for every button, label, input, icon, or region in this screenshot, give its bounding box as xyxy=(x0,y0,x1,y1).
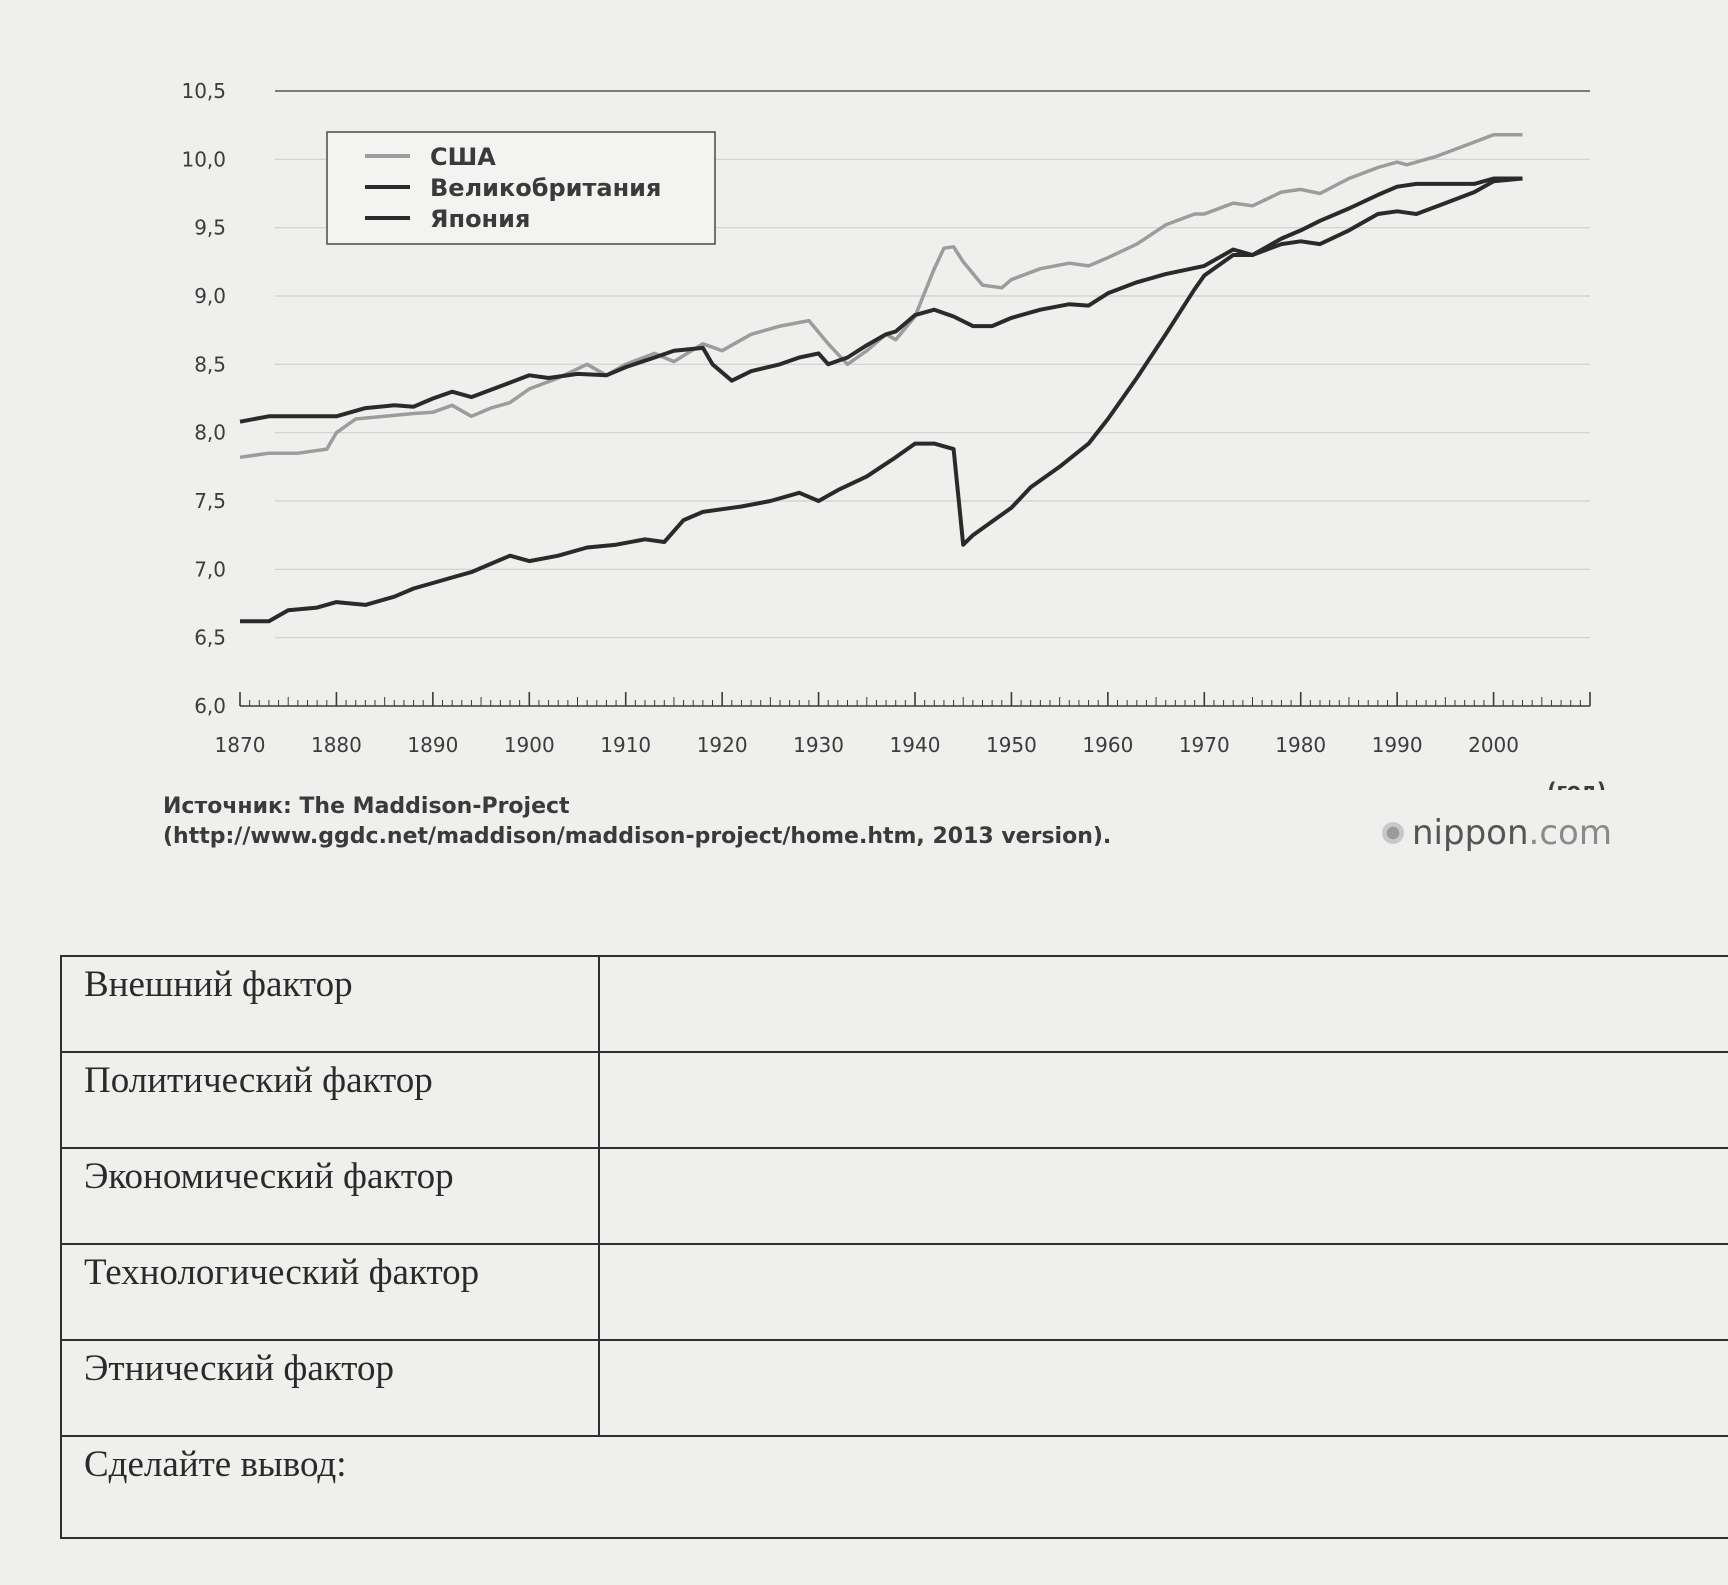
factors-table: Внешний фактор Политический фактор Эконо… xyxy=(60,955,1728,1539)
factor-label: Внешний фактор xyxy=(62,957,600,1051)
x-tick-label: 1890 xyxy=(407,733,458,757)
factor-label: Политический фактор xyxy=(62,1053,600,1147)
gdp-line-chart: 6,0 6,5 7,0 7,5 8,0 8,5 9,0 9,5 10,0 10,5 1870 188… xyxy=(181,79,1606,790)
series-line-japan xyxy=(240,176,1523,624)
legend-label-uk: Великобритания xyxy=(430,174,661,202)
x-tick-label: 1960 xyxy=(1082,733,1133,757)
factor-answer-cell[interactable] xyxy=(600,1053,1728,1147)
x-tick-label: 1920 xyxy=(697,733,748,757)
x-tick-label: 1950 xyxy=(986,733,1037,757)
factor-label: Технологический фактор xyxy=(62,1245,600,1339)
x-axis-unit-label: (год) xyxy=(1547,778,1606,790)
y-tick-label: 6,0 xyxy=(194,694,226,718)
series-line-uk xyxy=(239,176,1523,424)
table-row: Внешний фактор xyxy=(62,957,1728,1053)
table-row: Этнический фактор xyxy=(62,1341,1728,1437)
y-axis-ticks: 6,0 6,5 7,0 7,5 8,0 8,5 9,0 9,5 10,0 10,5 xyxy=(181,79,226,718)
x-tick-label: 1910 xyxy=(600,733,651,757)
factor-label: Этнический фактор xyxy=(62,1341,600,1435)
factor-answer-cell[interactable] xyxy=(600,1341,1728,1435)
chart-series xyxy=(239,132,1523,624)
source-note: Источник: The Maddison-Project (http://w… xyxy=(163,792,1111,852)
x-tick-label: 1940 xyxy=(890,733,941,757)
legend-label-usa: США xyxy=(430,143,496,171)
y-tick-label: 10,5 xyxy=(181,79,226,103)
factor-answer-cell[interactable] xyxy=(600,1245,1728,1339)
table-row: Политический фактор xyxy=(62,1053,1728,1149)
series-line-usa xyxy=(239,132,1523,460)
brand-name: nippon xyxy=(1412,813,1529,853)
x-tick-label: 1970 xyxy=(1179,733,1230,757)
y-tick-label: 9,5 xyxy=(194,216,226,240)
x-axis: 1870 1880 1890 1900 1910 1920 1930 1940 1950 1960… xyxy=(215,692,1591,757)
y-tick-label: 7,5 xyxy=(194,489,226,513)
brand-suffix: .com xyxy=(1528,813,1612,853)
source-line-1: Источник: The Maddison-Project xyxy=(163,794,570,819)
y-tick-label: 7,0 xyxy=(194,557,226,581)
y-tick-label: 8,5 xyxy=(194,352,226,376)
brand-logo: nippon.com xyxy=(1382,813,1612,853)
y-tick-label: 10,0 xyxy=(181,147,226,171)
factor-answer-cell[interactable] xyxy=(600,957,1728,1051)
chart-legend: США Великобритания Япония xyxy=(326,131,716,245)
x-tick-label: 1990 xyxy=(1372,733,1423,757)
y-tick-label: 8,0 xyxy=(194,421,226,445)
x-tick-label: 1880 xyxy=(311,733,362,757)
legend-label-japan: Япония xyxy=(430,205,530,233)
x-tick-label: 1930 xyxy=(793,733,844,757)
conclusion-row[interactable]: Сделайте вывод: xyxy=(62,1437,1728,1539)
y-tick-label: 6,5 xyxy=(194,626,226,650)
table-row: Экономический фактор xyxy=(62,1149,1728,1245)
y-tick-label: 9,0 xyxy=(194,284,226,308)
conclusion-label: Сделайте вывод: xyxy=(84,1444,347,1485)
x-tick-label: 1900 xyxy=(504,733,555,757)
factor-label: Экономический фактор xyxy=(62,1149,600,1243)
nippon-dot-icon xyxy=(1382,822,1404,844)
x-tick-label: 1980 xyxy=(1275,733,1326,757)
table-row: Технологический фактор xyxy=(62,1245,1728,1341)
source-line-2: (http://www.ggdc.net/maddison/maddison-p… xyxy=(163,824,1112,849)
x-tick-label: 1870 xyxy=(215,733,266,757)
factor-answer-cell[interactable] xyxy=(600,1149,1728,1243)
x-tick-label: 2000 xyxy=(1468,733,1519,757)
